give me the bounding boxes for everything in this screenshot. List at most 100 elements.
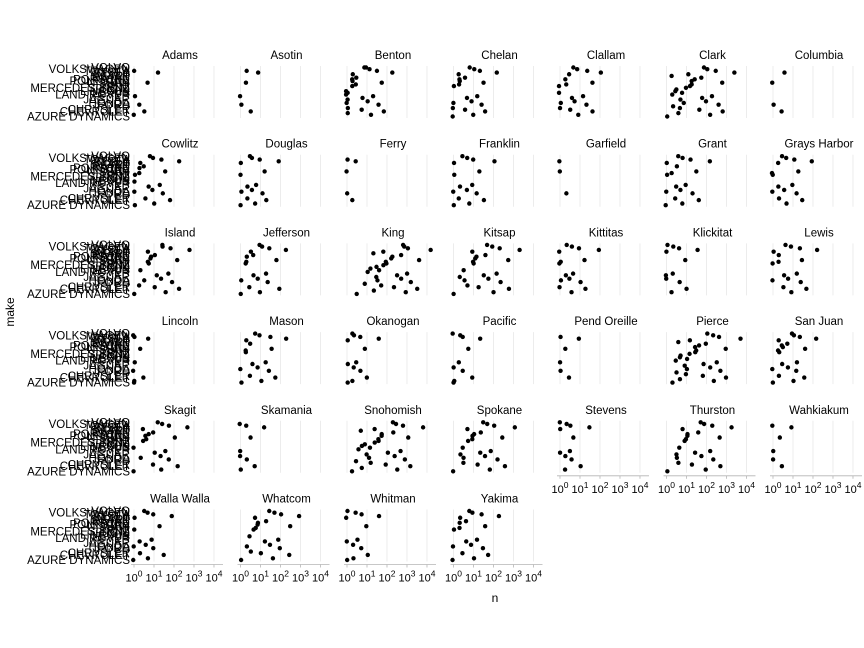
data-point <box>367 445 373 450</box>
y-tick-label: LUCID <box>95 84 130 96</box>
data-point <box>145 249 151 254</box>
data-point <box>569 95 575 101</box>
facet-san-juan: San Juan <box>770 316 854 385</box>
y-tick-label: LUCID <box>95 439 130 451</box>
x-tick-label: 100 <box>552 480 569 496</box>
data-point <box>558 259 563 264</box>
data-point <box>450 105 456 111</box>
y-tick-label: CHEVROLET <box>60 284 130 296</box>
facet-title: Skagit <box>164 405 197 417</box>
data-point <box>395 467 400 472</box>
y-tick-label: LEXUS <box>92 265 130 277</box>
y-tick-label: POLESTAR <box>70 76 131 88</box>
data-point <box>563 453 568 459</box>
data-point <box>664 172 670 177</box>
data-point <box>253 182 259 188</box>
data-point <box>350 197 355 203</box>
data-point <box>718 368 723 373</box>
facet-okanogan: Okanogan <box>345 316 428 385</box>
y-tick-label: POLESTAR <box>70 253 131 265</box>
data-point <box>461 455 466 460</box>
facet-title: Whatcom <box>262 494 311 506</box>
data-point <box>131 445 136 450</box>
data-point <box>345 110 350 116</box>
data-point <box>738 336 743 341</box>
data-point <box>145 336 151 341</box>
y-tick-label: CHRYSLER <box>68 105 130 117</box>
data-point <box>796 169 801 174</box>
y-tick-label: LINCOLN <box>80 441 130 453</box>
facet-wahkiakum: Wahkiakum 100 101 102 103 104 <box>765 405 862 496</box>
data-point <box>456 196 461 201</box>
data-point <box>451 100 456 106</box>
data-point <box>457 78 462 84</box>
y-tick-label: TOYOTA <box>84 421 131 433</box>
data-point <box>705 331 710 336</box>
y-tick-label: RIVIAN <box>92 73 130 85</box>
data-point <box>287 552 292 558</box>
data-point <box>564 191 569 196</box>
data-point <box>681 100 686 106</box>
data-point <box>470 433 475 439</box>
facet-title: Grays Harbor <box>784 139 853 151</box>
data-point <box>252 464 257 469</box>
y-tick-label: VOLKSWAGEN <box>49 508 130 520</box>
data-point <box>707 112 713 118</box>
data-point <box>570 271 576 276</box>
data-point <box>390 70 395 75</box>
data-point <box>147 154 153 159</box>
data-point <box>296 513 302 519</box>
facet-benton: Benton <box>343 50 428 118</box>
y-tick-label: POLESTAR <box>70 342 131 354</box>
data-point <box>185 425 190 430</box>
data-point <box>350 78 355 84</box>
data-point <box>149 537 154 542</box>
facet-title: Skamania <box>261 405 313 417</box>
data-point <box>699 453 704 459</box>
y-tick-label: RIVIAN <box>92 339 130 351</box>
data-point <box>137 551 143 556</box>
data-point <box>467 65 472 70</box>
data-point <box>574 66 580 72</box>
data-point <box>473 256 478 261</box>
x-tick-label: 104 <box>525 569 542 585</box>
data-point <box>239 189 244 194</box>
data-point <box>276 537 281 542</box>
y-tick-label: VOLVO <box>91 417 130 429</box>
data-point <box>798 279 803 285</box>
data-point <box>458 452 463 457</box>
data-point <box>689 462 695 467</box>
data-point <box>804 286 809 292</box>
data-point <box>799 257 805 263</box>
data-point <box>245 184 250 189</box>
data-point <box>141 164 146 169</box>
facet-title: Thurston <box>690 405 735 417</box>
data-point <box>465 155 470 161</box>
data-point <box>770 457 776 462</box>
data-point <box>132 515 137 520</box>
data-point <box>461 268 466 273</box>
x-tick-label: 104 <box>205 569 222 585</box>
y-tick-label: CHRYSLER <box>68 548 130 560</box>
facet-island: Island AZURE DYNAMICSCHEVROLETCHRYSLERFOR… <box>27 227 215 301</box>
data-point <box>670 271 675 276</box>
data-point <box>366 455 372 460</box>
facet-kittitas: Kittitas <box>557 227 641 296</box>
facet-title: Pierce <box>696 316 729 328</box>
y-tick-label: RIVIAN <box>92 516 130 528</box>
data-point <box>370 94 376 99</box>
facet-douglas: Douglas <box>238 139 321 208</box>
data-point <box>161 552 166 558</box>
data-point <box>556 83 562 89</box>
x-tick-label: 100 <box>126 569 143 585</box>
data-point <box>457 515 463 520</box>
facet-kitsap: Kitsap <box>451 227 534 297</box>
data-point <box>701 65 707 70</box>
data-point <box>686 72 691 77</box>
data-point <box>695 247 700 253</box>
y-tick-label: FORD <box>97 454 130 466</box>
facet-spokane: Spokane <box>450 405 534 474</box>
data-point <box>769 170 775 176</box>
y-tick-label: MERCEDES-BENZ <box>30 171 130 183</box>
facet-title: Chelan <box>481 50 517 62</box>
